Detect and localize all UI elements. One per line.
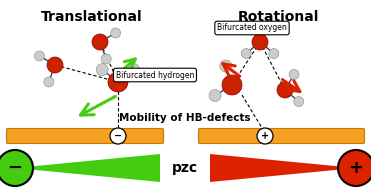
Circle shape <box>289 69 299 79</box>
Polygon shape <box>210 154 356 182</box>
Text: Mobility of HB-defects: Mobility of HB-defects <box>119 113 251 123</box>
Circle shape <box>96 64 108 76</box>
Polygon shape <box>15 154 160 182</box>
Text: pzc: pzc <box>172 161 198 175</box>
Circle shape <box>294 97 304 107</box>
Circle shape <box>209 90 221 102</box>
Circle shape <box>241 49 251 59</box>
Circle shape <box>92 34 108 50</box>
FancyBboxPatch shape <box>7 129 164 143</box>
Text: −: − <box>114 131 122 141</box>
FancyBboxPatch shape <box>198 129 364 143</box>
Circle shape <box>44 77 54 87</box>
Circle shape <box>257 128 273 144</box>
Circle shape <box>128 64 140 76</box>
Circle shape <box>108 72 128 92</box>
Circle shape <box>252 34 268 50</box>
Circle shape <box>0 150 33 186</box>
Circle shape <box>220 60 232 72</box>
Text: Rotational: Rotational <box>237 10 319 24</box>
Text: −: − <box>7 159 23 177</box>
Text: +: + <box>348 159 364 177</box>
Circle shape <box>111 28 121 38</box>
Circle shape <box>222 75 242 95</box>
Circle shape <box>338 150 371 186</box>
Circle shape <box>101 54 111 64</box>
Text: Bifurcated hydrogen: Bifurcated hydrogen <box>116 70 194 80</box>
Circle shape <box>35 51 45 61</box>
Circle shape <box>269 49 279 59</box>
Text: Translational: Translational <box>41 10 143 24</box>
Circle shape <box>110 128 126 144</box>
Text: Bifurcated oxygen: Bifurcated oxygen <box>217 23 287 33</box>
Text: +: + <box>261 131 269 141</box>
Circle shape <box>277 82 293 98</box>
Circle shape <box>47 57 63 73</box>
